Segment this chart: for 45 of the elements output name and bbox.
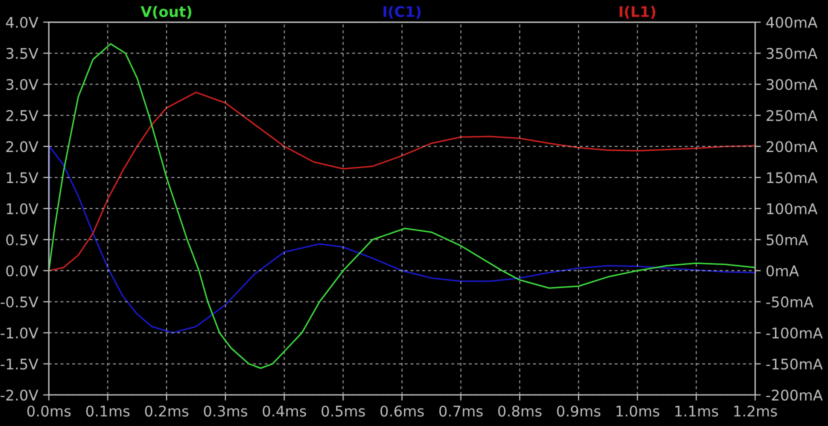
y-tick-label: 2.0V (6, 141, 38, 152)
y2-tick-label: -50mA (766, 296, 814, 308)
y2-tick-label: 200mA (766, 141, 818, 152)
y2-tick-label: 0mA (766, 265, 799, 276)
y2-tick-label: 150mA (767, 172, 818, 184)
y-tick-label: -1.5V (0, 358, 38, 370)
y-tick-label: 0.5V (6, 234, 38, 246)
line-series (48, 43, 756, 369)
y2-tick-label: -150mA (766, 358, 823, 370)
y2-tick-label: -100mA (766, 327, 823, 339)
y2-tick-label: -200mA (766, 390, 823, 401)
y2-tick-label: 100mA (767, 203, 818, 214)
x-tick-label: 0.0ms (27, 406, 71, 417)
y2-tick-label: 300mA (766, 78, 818, 90)
y2-tick-label: 400mA (766, 16, 818, 28)
text: I(L1) (620, 6, 656, 19)
x-tick-label: 0.6ms (380, 406, 424, 417)
x-tick-label: 0.7ms (439, 406, 483, 417)
y-tick-label: -2.0V (0, 390, 38, 401)
x-tick-label: 0.2ms (145, 406, 188, 417)
y-tick-label: 1.5V (6, 172, 38, 184)
x-tick-label: 0.1ms (86, 406, 130, 417)
x-tick-label: 0.8ms (498, 406, 542, 417)
line-series (48, 92, 756, 272)
y-tick-label: 0.0V (6, 265, 38, 276)
y2-tick-label: 50mA (766, 234, 808, 246)
text: I(C1) (384, 6, 421, 19)
y2-tick-label: 350mA (766, 48, 818, 59)
y2-tick-label: 250mA (766, 110, 818, 122)
x-tick-label: 1.2ms (734, 406, 777, 417)
y-tick-label: 2.5V (6, 110, 38, 122)
x-tick-label: 0.5ms (322, 406, 365, 417)
line-series (48, 146, 756, 334)
y-tick-label: 1.0V (6, 203, 38, 214)
x-tick-label: 0.4ms (262, 406, 306, 417)
y-tick-label: 3.5V (6, 48, 38, 59)
y-tick-label: 4.0V (6, 16, 38, 28)
y-tick-label: 3.0V (6, 78, 38, 90)
y-tick-label: -0.5V (0, 296, 38, 308)
x-tick-label: 0.9ms (557, 406, 600, 417)
x-tick-label: 0.3ms (204, 406, 248, 417)
text: V(out) (140, 6, 192, 19)
x-tick-label: 1.1ms (675, 406, 718, 417)
y-tick-label: -1.0V (0, 327, 38, 339)
x-tick-label: 1.0ms (616, 406, 660, 417)
